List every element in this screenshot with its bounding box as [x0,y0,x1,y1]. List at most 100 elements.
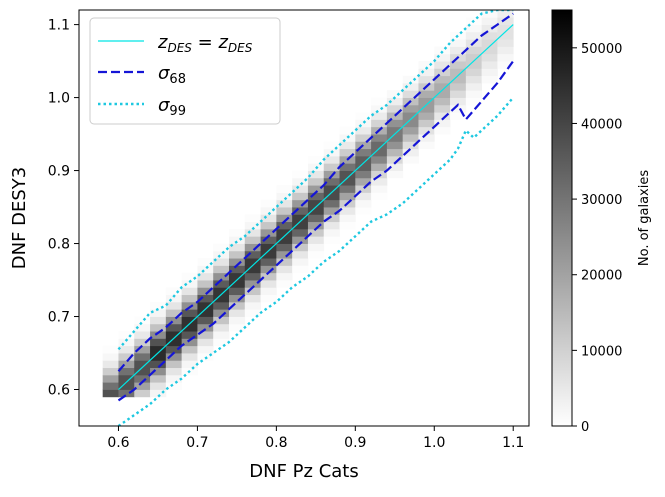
heatmap-cell [497,46,514,55]
curve-layer [117,10,515,426]
heatmap-cell [339,126,356,135]
heatmap-cell [292,192,309,201]
heatmap-cell [181,338,198,347]
heatmap-cell [229,323,246,332]
heatmap-cell [102,389,119,398]
heatmap-cell [244,250,261,259]
heatmap-cell [386,97,404,106]
heatmap-cell [165,287,183,296]
heatmap-cell [150,367,167,376]
heatmap-cell [165,374,183,383]
heatmap-cell [276,199,293,208]
heatmap-cell [339,221,356,230]
heatmap-cell [386,119,404,128]
heatmap-cell [197,345,214,354]
x-tick-label: 1.1 [502,435,524,451]
heatmap-cell [307,170,325,179]
heatmap-cell [307,155,325,164]
heatmap-cell [355,134,372,142]
heatmap-cell [355,155,372,164]
heatmap-cell [134,345,151,354]
heatmap-cell [323,192,340,201]
heatmap-cell [260,199,277,208]
heatmap-cell [418,97,435,106]
heatmap-cell [134,382,151,390]
heatmap-cell [434,112,451,120]
heatmap-cell [134,374,151,383]
heatmap-cell [276,280,293,288]
heatmap-cell [260,294,277,303]
heatmap-cell [465,97,483,106]
heatmap-cell [402,141,419,150]
y-tick-label: 1.0 [48,91,70,107]
heatmap-cell [497,17,514,25]
heatmap-cell [355,192,372,201]
heatmap-cell [355,177,372,186]
heatmap-cell [450,46,467,55]
heatmap-cell [339,170,356,179]
heatmap-cell [450,75,467,84]
heatmap-cell [213,338,230,347]
heatmap-cell [497,61,514,69]
heatmap-cell [323,199,340,208]
heatmap-cell [276,258,293,266]
heatmap-cell [150,374,167,383]
heatmap-cell [481,61,498,69]
heatmap-cell [134,367,151,376]
heatmap-cell [418,61,435,69]
plot-frame [78,9,530,427]
heatmap-cell [450,39,467,47]
heatmap-cell [497,53,514,62]
heatmap-cell [276,214,293,223]
heatmap-cell [134,331,151,339]
heatmap-cell [134,353,151,361]
heatmap-cell [118,345,135,354]
heatmap-cell [402,155,419,164]
heatmap-cell [276,265,293,274]
y-tick-label: 0.6 [48,383,70,399]
heatmap-cell [323,236,340,244]
heatmap-cell [292,221,309,230]
x-tick-label: 0.8 [265,435,287,451]
heatmap-cell [181,316,198,325]
heatmap-cell [165,294,183,303]
heatmap-cell [386,155,404,164]
y-tick-label: 0.8 [48,237,70,253]
heatmap-cell [229,272,246,281]
heatmap-cell [118,353,135,361]
heatmap-cell [371,134,388,142]
heatmap-cell [481,39,498,47]
heatmap-cell [386,134,404,142]
heatmap-cell [260,258,277,266]
y-tick-label: 0.9 [48,164,70,180]
heatmap-cells [102,10,514,398]
heatmap-cell [307,199,325,208]
heatmap-cell [276,272,293,281]
heatmap-cell [307,221,325,230]
heatmap-cell [418,68,435,77]
heatmap-cell [244,301,261,310]
series-sigma68_lower [117,60,515,402]
heatmap-cell [260,221,277,230]
heatmap-cell [497,39,514,47]
heatmap-cell [339,207,356,215]
heatmap-cell [355,126,372,135]
heatmap-cell [386,112,404,120]
series-sigma68_upper [117,12,514,372]
heatmap-cell [371,97,388,106]
heatmap-cell [402,104,419,113]
heatmap-cell [150,309,167,317]
colorbar-tick-label: 50000 [581,42,622,57]
heatmap-cell [276,243,293,252]
heatmap-cell [260,214,277,223]
colorbar-tick-label: 20000 [581,269,622,284]
heatmap-cell [260,272,277,281]
heatmap-cell [402,134,419,142]
heatmap-cell [197,353,214,361]
heatmap-cell [165,353,183,361]
heatmap-cell [165,338,183,347]
heatmap-cell [165,309,183,317]
heatmap-cell [371,155,388,164]
heatmap-cell [244,294,261,303]
